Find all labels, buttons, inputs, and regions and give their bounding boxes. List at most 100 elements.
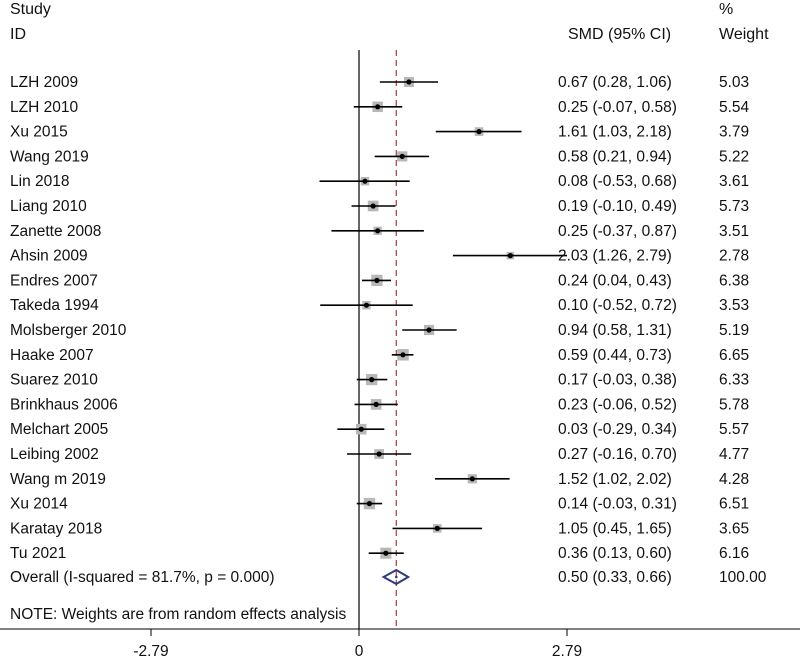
study-label: Xu 2015 xyxy=(10,124,68,141)
study-label: Brinkhaus 2006 xyxy=(10,396,118,413)
note-text: NOTE: Weights are from random effects an… xyxy=(10,606,346,623)
study-smd-ci: 1.61 (1.03, 2.18) xyxy=(558,124,672,141)
study-row: Takeda 1994 0.10 (-0.52, 0.72) 3.53 xyxy=(10,297,749,314)
study-label: Wang 2019 xyxy=(10,148,89,165)
study-label: Melchart 2005 xyxy=(10,421,108,438)
study-label: Karatay 2018 xyxy=(10,520,102,537)
study-smd-ci: 0.27 (-0.16, 0.70) xyxy=(558,446,677,463)
x-tick-label: 2.79 xyxy=(552,643,582,659)
study-smd-ci: 0.23 (-0.06, 0.52) xyxy=(558,396,677,413)
point-estimate xyxy=(362,178,368,184)
study-weight: 6.16 xyxy=(719,545,749,562)
point-estimate xyxy=(406,79,412,85)
overall-point xyxy=(394,575,398,579)
point-estimate xyxy=(358,426,364,432)
study-smd-ci: 0.36 (0.13, 0.60) xyxy=(558,545,672,562)
study-weight: 6.51 xyxy=(719,496,749,513)
study-label: Lin 2018 xyxy=(10,173,69,190)
study-weight: 5.22 xyxy=(719,148,749,165)
header: Study ID SMD (95% CI) % Weight xyxy=(10,1,769,43)
x-axis-ticks: -2.79 0 2.79 xyxy=(133,629,582,659)
point-estimate xyxy=(375,104,381,110)
study-smd-ci: 0.25 (-0.07, 0.58) xyxy=(558,99,677,116)
overall-row: Overall (I-squared = 81.7%, p = 0.000) 0… xyxy=(10,568,767,586)
study-row: Xu 2015 1.61 (1.03, 2.18) 3.79 xyxy=(10,124,749,141)
study-weight: 5.19 xyxy=(719,322,749,339)
study-label: Haake 2007 xyxy=(10,347,94,364)
point-estimate xyxy=(400,352,406,358)
study-weight: 3.61 xyxy=(719,173,749,190)
point-estimate xyxy=(370,203,376,209)
study-row: Zanette 2008 0.25 (-0.37, 0.87) 3.51 xyxy=(10,223,749,240)
study-weight: 5.73 xyxy=(719,198,749,215)
study-smd-ci: 0.94 (0.58, 1.31) xyxy=(558,322,672,339)
point-estimate xyxy=(366,501,373,507)
study-row: Wang m 2019 1.52 (1.02, 2.02) 4.28 xyxy=(10,471,749,488)
point-estimate xyxy=(383,550,389,556)
study-weight: 3.53 xyxy=(719,297,749,314)
study-row: Haake 2007 0.59 (0.44, 0.73) 6.65 xyxy=(10,347,749,364)
point-estimate xyxy=(434,525,440,532)
study-weight: 5.78 xyxy=(719,396,749,413)
study-row: Xu 2014 0.14 (-0.03, 0.31) 6.51 xyxy=(10,496,749,513)
study-weight: 6.33 xyxy=(719,372,749,389)
study-weight: 5.03 xyxy=(719,74,749,91)
study-row: LZH 2009 0.67 (0.28, 1.06) 5.03 xyxy=(10,74,749,91)
study-smd-ci: 0.17 (-0.03, 0.38) xyxy=(558,372,677,389)
study-label: Tu 2021 xyxy=(10,545,66,562)
study-label: Endres 2007 xyxy=(10,272,98,289)
study-smd-ci: 1.52 (1.02, 2.02) xyxy=(558,471,672,488)
overall-smd-ci: 0.50 (0.33, 0.66) xyxy=(558,569,672,586)
study-smd-ci: 1.05 (0.45, 1.65) xyxy=(558,520,672,537)
study-weight: 3.79 xyxy=(719,124,749,141)
study-weight: 3.51 xyxy=(719,223,749,240)
study-label: Wang m 2019 xyxy=(10,471,106,488)
overall-diamond xyxy=(381,568,411,586)
study-weight: 2.78 xyxy=(719,248,749,265)
point-estimate xyxy=(507,253,513,259)
study-row: Suarez 2010 0.17 (-0.03, 0.38) 6.33 xyxy=(10,372,749,389)
header-smd: SMD (95% CI) xyxy=(568,26,671,43)
study-weight: 6.38 xyxy=(719,272,749,289)
study-smd-ci: 0.58 (0.21, 0.94) xyxy=(558,148,672,165)
point-estimate xyxy=(375,228,381,234)
header-percent: % xyxy=(719,1,733,18)
study-row: Lin 2018 0.08 (-0.53, 0.68) 3.61 xyxy=(10,173,749,190)
study-row: Wang 2019 0.58 (0.21, 0.94) 5.22 xyxy=(10,148,749,165)
study-label: Liang 2010 xyxy=(10,198,87,215)
study-row: Endres 2007 0.24 (0.04, 0.43) 6.38 xyxy=(10,272,749,289)
point-estimate xyxy=(469,476,475,482)
study-smd-ci: 0.24 (0.04, 0.43) xyxy=(558,272,672,289)
study-smd-ci: 0.14 (-0.03, 0.31) xyxy=(558,496,677,513)
point-estimate xyxy=(399,153,405,159)
study-row: Melchart 2005 0.03 (-0.29, 0.34) 5.57 xyxy=(10,421,749,438)
point-estimate xyxy=(369,377,375,383)
study-row: Brinkhaus 2006 0.23 (-0.06, 0.52) 5.78 xyxy=(10,396,749,413)
study-row: LZH 2010 0.25 (-0.07, 0.58) 5.54 xyxy=(10,99,750,116)
study-label: Takeda 1994 xyxy=(10,297,99,314)
study-row: Molsberger 2010 0.94 (0.58, 1.31) 5.19 xyxy=(10,322,749,339)
header-study: Study xyxy=(10,1,51,18)
overall-label: Overall (I-squared = 81.7%, p = 0.000) xyxy=(10,569,275,586)
study-weight: 4.28 xyxy=(719,471,749,488)
study-label: Zanette 2008 xyxy=(10,223,101,240)
header-weight: Weight xyxy=(719,26,769,43)
study-label: Xu 2014 xyxy=(10,496,68,513)
study-smd-ci: 0.19 (-0.10, 0.49) xyxy=(558,198,677,215)
point-estimate xyxy=(363,302,370,308)
study-smd-ci: 0.25 (-0.37, 0.87) xyxy=(558,223,677,240)
point-estimate xyxy=(373,401,379,407)
point-estimate xyxy=(426,327,432,333)
study-row: Karatay 2018 1.05 (0.45, 1.65) 3.65 xyxy=(10,520,749,537)
study-smd-ci: 0.10 (-0.52, 0.72) xyxy=(558,297,677,314)
study-row: Tu 2021 0.36 (0.13, 0.60) 6.16 xyxy=(10,545,749,562)
study-weight: 3.65 xyxy=(719,520,749,537)
overall-weight: 100.00 xyxy=(719,569,767,586)
study-smd-ci: 0.67 (0.28, 1.06) xyxy=(558,74,672,91)
x-tick-label: -2.79 xyxy=(133,643,168,659)
header-id: ID xyxy=(10,26,26,43)
study-weight: 5.57 xyxy=(719,421,749,438)
study-smd-ci: 0.08 (-0.53, 0.68) xyxy=(558,173,677,190)
study-smd-ci: 0.59 (0.44, 0.73) xyxy=(558,347,672,364)
study-label: Ahsin 2009 xyxy=(10,248,88,265)
